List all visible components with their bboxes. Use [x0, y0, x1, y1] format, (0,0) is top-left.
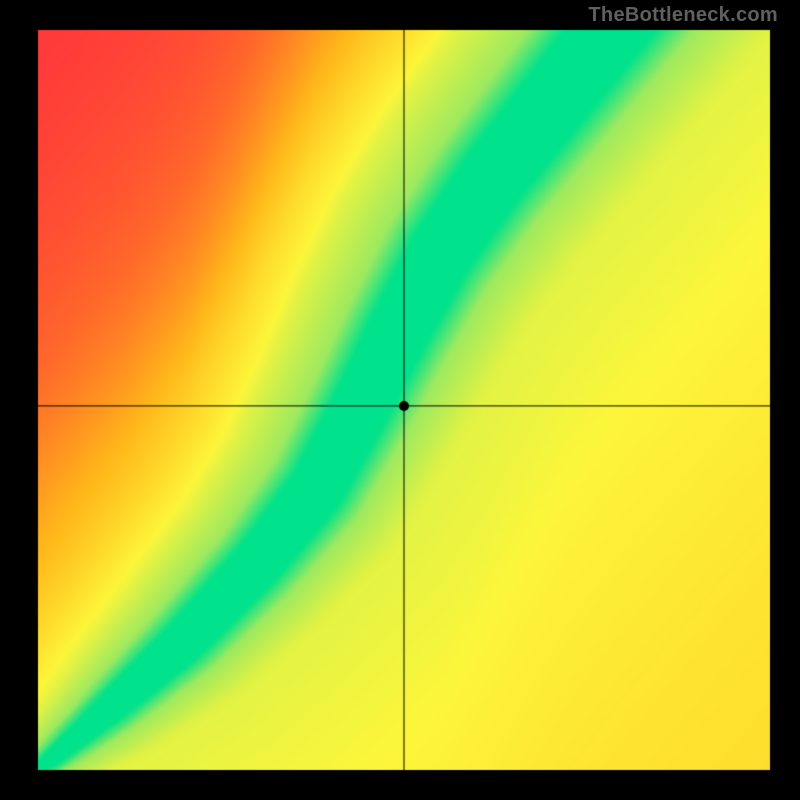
watermark-label: TheBottleneck.com	[588, 4, 778, 27]
heatmap-canvas	[0, 0, 800, 800]
chart-container: TheBottleneck.com	[0, 0, 800, 800]
